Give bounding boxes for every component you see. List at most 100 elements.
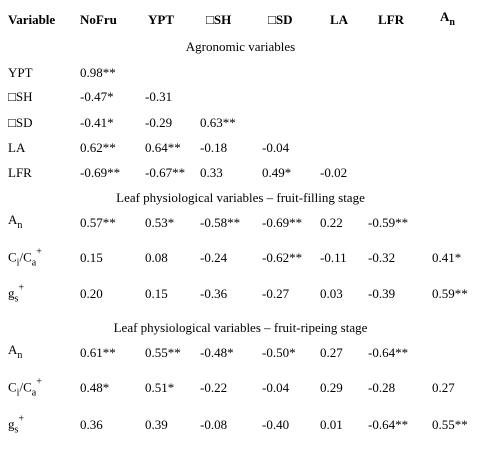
table-cell: 0.15 (145, 286, 168, 301)
table-cell: 0.61** (80, 345, 116, 360)
label-part: s (14, 293, 19, 305)
table-cell: -0.62** (262, 250, 303, 265)
table-cell: 0.22 (320, 215, 343, 230)
label-part: a (31, 387, 37, 399)
label-part: + (36, 376, 42, 388)
row-label: An (8, 212, 22, 234)
row-label: LFR (8, 165, 32, 181)
label-part: a (31, 257, 37, 269)
table-cell: -0.64** (368, 417, 409, 432)
table-cell: 0.15 (80, 250, 103, 265)
column-header: LA (330, 12, 348, 28)
label-part: /C (19, 249, 32, 265)
row-label: □SH (8, 89, 32, 105)
label-part: LFR (378, 12, 404, 27)
table-cell: 0.98** (80, 65, 116, 80)
row-label: gs+ (8, 412, 24, 439)
table-cell: -0.32 (368, 250, 396, 265)
table-cell: -0.39 (368, 286, 396, 301)
column-header: NoFru (80, 12, 117, 28)
label-part: n (449, 17, 455, 28)
table-cell: -0.69** (80, 165, 121, 180)
table-cell: 0.62** (80, 140, 116, 155)
row-label: YPT (8, 65, 33, 81)
label-part: + (18, 413, 25, 425)
label-part: YPT (8, 65, 33, 80)
label-part: NoFru (80, 12, 117, 27)
label-part: n (17, 350, 23, 361)
table-cell: -0.11 (320, 250, 347, 265)
table-cell: -0.04 (262, 380, 290, 395)
row-label: Ci/Ca+ (8, 375, 42, 402)
table-cell: 0.63** (200, 115, 236, 130)
label-part: g (8, 285, 15, 301)
column-header: LFR (378, 12, 404, 28)
table-cell: 0.39 (145, 417, 168, 432)
label-part: C (8, 379, 17, 395)
table-cell: -0.36 (200, 286, 228, 301)
group-title: Agronomic variables (185, 39, 296, 54)
group-title: Leaf physiological variables – fruit-rip… (113, 320, 368, 335)
label-part: LFR (8, 165, 32, 180)
label-part: A (440, 9, 450, 24)
table-cell: 0.01 (320, 417, 343, 432)
table-cell: -0.48* (200, 345, 234, 360)
label-part: YPT (148, 12, 174, 27)
label-part: C (8, 249, 17, 265)
table-cell: 0.03 (320, 286, 343, 301)
table-cell: -0.18 (200, 140, 228, 155)
table-cell: -0.41* (80, 115, 114, 130)
table-cell: 0.08 (145, 250, 168, 265)
table-cell: 0.51* (145, 380, 175, 395)
label-part: □SD (268, 12, 293, 27)
column-header: □SH (206, 12, 231, 28)
table-cell: 0.27 (432, 380, 455, 395)
group-title: Leaf physiological variables – fruit-fil… (116, 190, 365, 205)
row-label: Ci/Ca+ (8, 245, 42, 272)
label-part: A (8, 342, 18, 357)
column-header: Variable (8, 12, 55, 28)
table-cell: 0.53* (145, 215, 175, 230)
label-part: s (14, 424, 19, 436)
table-cell: 0.33 (200, 165, 223, 180)
table-cell: -0.08 (200, 417, 228, 432)
table-cell: -0.69** (262, 215, 303, 230)
table-cell: -0.58** (200, 215, 241, 230)
table-cell: -0.50* (262, 345, 296, 360)
table-cell: 0.41* (432, 250, 462, 265)
column-header: □SD (268, 12, 292, 28)
table-cell: 0.27 (320, 345, 343, 360)
label-part: LA (330, 12, 349, 27)
table-cell: 0.55** (145, 345, 181, 360)
table-cell: 0.36 (80, 417, 103, 432)
table-cell: -0.29 (145, 115, 173, 130)
table-cell: -0.22 (200, 380, 228, 395)
label-part: i (16, 387, 20, 399)
table-cell: -0.04 (262, 140, 290, 155)
row-label: gs+ (8, 281, 24, 308)
row-label: LA (8, 140, 25, 156)
label-part: □SH (206, 12, 232, 27)
label-part: Variable (8, 12, 56, 27)
table-cell: -0.31 (145, 89, 173, 104)
table-cell: 0.64** (145, 140, 181, 155)
label-part: /C (19, 379, 32, 395)
column-header: An (440, 9, 455, 31)
table-cell: -0.28 (368, 380, 396, 395)
table-cell: -0.24 (200, 250, 228, 265)
label-part: i (16, 257, 20, 269)
row-label: An (8, 342, 22, 364)
table-cell: -0.27 (262, 286, 290, 301)
table-cell: 0.49* (262, 165, 292, 180)
table-cell: -0.67** (145, 165, 186, 180)
label-part: A (8, 212, 18, 227)
table-cell: -0.59** (368, 215, 409, 230)
label-part: n (17, 220, 23, 231)
label-part: LA (8, 140, 26, 155)
table-cell: -0.64** (368, 345, 409, 360)
label-part: g (8, 416, 15, 432)
table-cell: -0.47* (80, 89, 114, 104)
table-cell: -0.40 (262, 417, 290, 432)
label-part: + (36, 246, 42, 258)
